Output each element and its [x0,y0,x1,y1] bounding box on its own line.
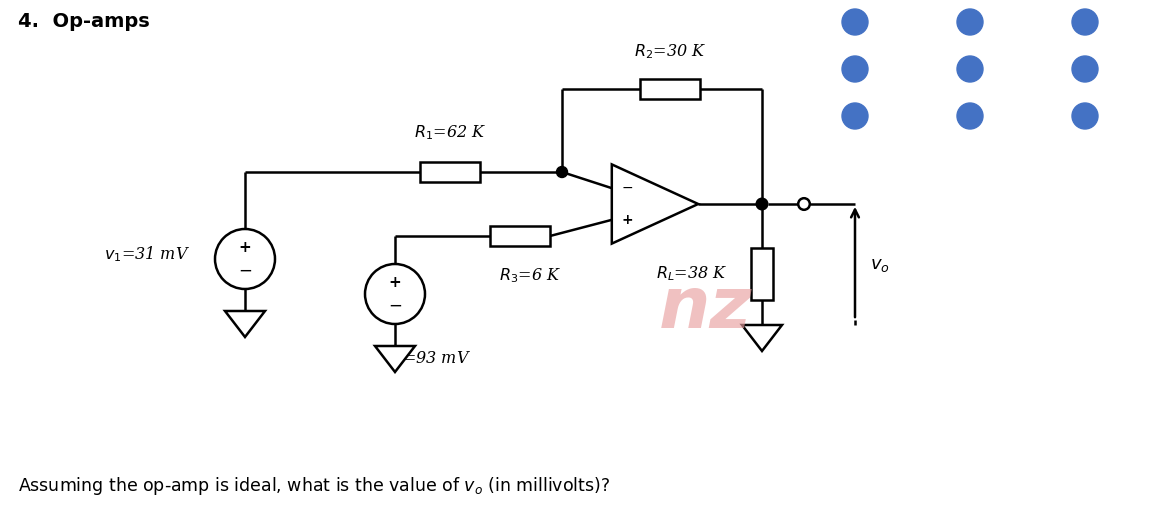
Text: $R_L$=38 K: $R_L$=38 K [655,265,727,283]
Text: $v_2$=93 mV: $v_2$=93 mV [385,349,471,368]
Circle shape [842,56,868,82]
Circle shape [1073,56,1098,82]
Bar [419,162,480,182]
Circle shape [842,9,868,35]
Text: nz: nz [659,274,752,343]
Bar [640,79,700,99]
Text: $v_o$: $v_o$ [870,255,890,273]
Circle shape [957,9,983,35]
Circle shape [1073,9,1098,35]
Polygon shape [743,325,782,351]
Text: $R_1$=62 K: $R_1$=62 K [414,123,486,142]
Text: +: + [388,275,401,290]
Text: +: + [238,240,251,255]
Circle shape [842,103,868,129]
Text: −: − [622,181,633,195]
Circle shape [557,167,567,177]
Text: $R_3$=6 K: $R_3$=6 K [498,266,561,285]
Polygon shape [225,311,265,337]
Text: −: − [238,262,252,280]
Polygon shape [375,346,415,372]
Circle shape [1073,103,1098,129]
Bar [490,226,550,246]
Circle shape [957,56,983,82]
Text: Assuming the op-amp is ideal, what is the value of $v_o$ (in millivolts)?: Assuming the op-amp is ideal, what is th… [17,475,610,497]
Polygon shape [612,164,698,244]
Circle shape [957,103,983,129]
Text: −: − [388,297,402,315]
Text: +: + [622,213,633,227]
Text: 4.  Op-amps: 4. Op-amps [17,12,150,31]
Bar [751,248,773,300]
Text: $v_1$=31 mV: $v_1$=31 mV [105,244,191,264]
Circle shape [756,198,768,210]
Text: $R_2$=30 K: $R_2$=30 K [633,42,706,61]
